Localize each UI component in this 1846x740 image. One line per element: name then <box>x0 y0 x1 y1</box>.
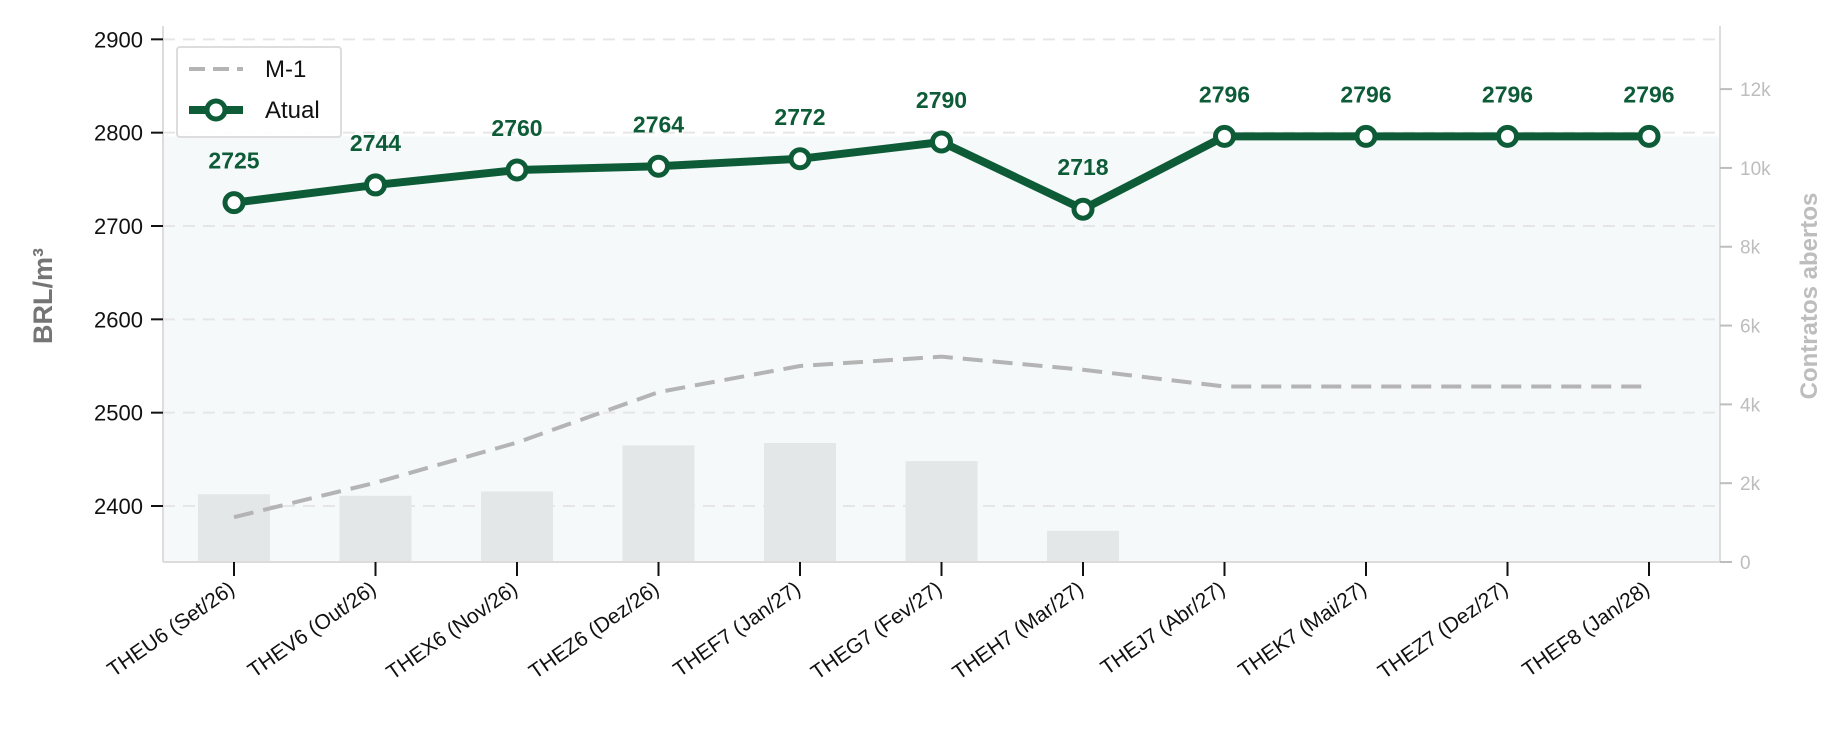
open-interest-bar <box>481 491 553 562</box>
data-label: 2760 <box>491 115 542 141</box>
series-point-atual <box>1354 124 1378 148</box>
x-tick-label: THEX6 (Nov/26) <box>382 577 521 684</box>
x-tick-label: THEZ7 (Dez/27) <box>1374 577 1512 684</box>
data-label: 2796 <box>1482 81 1533 107</box>
x-tick-label: THEG7 (Fev/27) <box>807 577 946 684</box>
open-interest-bar <box>764 442 836 562</box>
series-point-atual <box>788 147 812 171</box>
series-point-atual <box>647 154 670 178</box>
x-tick-label: THEK7 (Mai/27) <box>1234 577 1371 682</box>
data-label: 2790 <box>916 87 967 113</box>
series-point-atual <box>364 173 387 197</box>
data-label: 2764 <box>633 111 684 137</box>
data-label: 2718 <box>1057 154 1108 180</box>
y2-tick-label: 8k <box>1740 238 1761 259</box>
x-tick-label: THEV6 (Out/26) <box>244 577 381 682</box>
data-label: 2772 <box>774 104 825 130</box>
data-label: 2744 <box>350 130 401 156</box>
y2-tick-label: 10k <box>1740 159 1771 180</box>
data-label: 2796 <box>1199 81 1250 107</box>
x-tick-label: THEU6 (Set/26) <box>103 577 239 682</box>
series-point-atual <box>930 130 953 154</box>
open-interest-bar <box>339 495 412 562</box>
series-point-atual <box>1496 124 1519 148</box>
y-tick-label: 2700 <box>94 214 143 239</box>
legend-label-m1: M-1 <box>265 56 306 83</box>
y-tick-label: 2600 <box>94 307 143 332</box>
open-interest-bar <box>905 461 978 562</box>
y2-tick-label: 12k <box>1740 80 1771 101</box>
x-tick-label: THEF8 (Jan/28) <box>1518 577 1654 682</box>
series-point-atual <box>1071 197 1095 221</box>
y2-tick-label: 0 <box>1740 553 1751 574</box>
y2-axis-title: Contratos abertos <box>1796 193 1823 400</box>
legend: M-1 Atual <box>176 46 342 138</box>
series-point-atual <box>222 191 246 215</box>
legend-marker-atual <box>204 98 228 122</box>
data-label: 2796 <box>1340 81 1391 107</box>
open-interest-bar <box>1047 530 1119 562</box>
y2-tick-label: 2k <box>1740 474 1761 495</box>
x-tick-label: THEH7 (Mar/27) <box>949 577 1088 684</box>
y-tick-label: 2400 <box>94 494 143 519</box>
series-point-atual <box>1213 124 1236 148</box>
open-interest-bar <box>198 494 270 562</box>
open-interest-bars-layer <box>198 442 1119 562</box>
series-lines-layer <box>222 124 1661 520</box>
legend-label-atual: Atual <box>265 97 320 124</box>
y-tick-label: 2800 <box>94 121 143 146</box>
y2-tick-label: 4k <box>1740 395 1761 416</box>
data-labels-layer: 2725 2744 2760 2764 2772 2790 2718 2796 2796 2796… <box>208 81 1674 180</box>
open-interest-bar <box>622 445 695 562</box>
x-tick-label: THEZ6 (Dez/26) <box>525 577 663 684</box>
series-line-m1 <box>233 354 1649 520</box>
y2-tick-label: 6k <box>1740 317 1761 338</box>
x-tick-label: THEF7 (Jan/27) <box>669 577 805 682</box>
data-label: 2796 <box>1623 81 1674 107</box>
y-tick-label: 2900 <box>94 27 143 52</box>
x-tick-label: THEJ7 (Abr/27) <box>1097 577 1230 680</box>
series-point-atual <box>505 158 529 182</box>
y-tick-label: 2500 <box>94 401 143 426</box>
series-point-atual <box>1637 124 1661 148</box>
data-label: 2725 <box>208 148 259 174</box>
y-axis-title: BRL/m³ <box>28 248 58 344</box>
